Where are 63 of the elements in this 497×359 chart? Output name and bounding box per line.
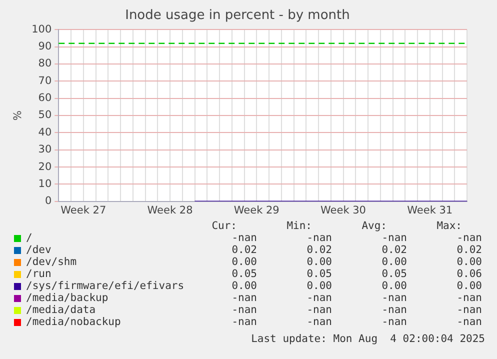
text: 0.02 xyxy=(380,244,407,256)
text: 0.00 xyxy=(230,280,257,292)
text: -nan xyxy=(456,304,482,316)
y-tick-label: 60 xyxy=(38,92,52,104)
text: -nan xyxy=(380,316,407,328)
text: 0.00 xyxy=(306,280,332,292)
text: -nan xyxy=(380,232,407,244)
y-tick-label: 20 xyxy=(38,160,52,173)
legend-label: /media/backup xyxy=(26,292,108,304)
text: 0.00 xyxy=(456,280,482,292)
text: 0.06 xyxy=(456,268,482,280)
legend-label: /dev xyxy=(26,244,52,256)
x-tick-label: Week 27 xyxy=(60,204,106,216)
text: -nan xyxy=(230,292,257,304)
text: 0.00 xyxy=(380,256,407,268)
x-tick-label: Week 28 xyxy=(147,204,193,216)
text: Min: xyxy=(286,220,312,232)
x-tick-label: Week 29 xyxy=(234,204,280,216)
text: Avg: xyxy=(360,220,387,232)
text: -nan xyxy=(306,316,332,328)
text: 0.00 xyxy=(380,280,407,292)
text: Last update: Mon Aug 4 02:00:04 2025 xyxy=(251,333,485,345)
text: -nan xyxy=(456,292,482,304)
x-tick-label: Week 30 xyxy=(320,204,366,216)
legend-label: /dev/shm xyxy=(26,256,77,268)
y-tick-label: 0 xyxy=(44,195,52,208)
legend-label: /media/data xyxy=(26,304,96,316)
text: 0.00 xyxy=(230,256,257,268)
text: -nan xyxy=(380,304,407,316)
text: Cur: xyxy=(210,220,237,232)
text: 0.05 xyxy=(230,268,257,280)
text: -nan xyxy=(230,304,257,316)
text: -nan xyxy=(230,232,257,244)
chart-title: Inode usage in percent - by month xyxy=(125,8,350,24)
text: -nan xyxy=(306,232,332,244)
text: 0.02 xyxy=(230,244,257,256)
text: 0.00 xyxy=(456,256,482,268)
y-tick-label: 10 xyxy=(38,178,52,190)
legend-label: / xyxy=(26,232,32,244)
text: -nan xyxy=(230,316,257,328)
legend-label: /sys/firmware/efi/efivars xyxy=(26,280,184,292)
legend-label: /media/nobackup xyxy=(26,316,121,328)
text: -nan xyxy=(380,292,407,304)
y-tick-label: 50 xyxy=(38,109,52,122)
y-tick-label: 100 xyxy=(32,23,52,36)
text: Max: xyxy=(436,220,462,232)
text: 0.05 xyxy=(380,268,407,280)
text: -nan xyxy=(456,232,482,244)
text: 0.02 xyxy=(456,244,482,256)
legend-label: /run xyxy=(26,268,52,280)
x-tick-label: Week 31 xyxy=(407,204,453,216)
y-tick-label: 80 xyxy=(38,58,52,70)
y-tick-label: 30 xyxy=(38,144,52,156)
y-tick-label: 90 xyxy=(38,40,52,53)
text: -nan xyxy=(456,316,482,328)
y-axis-title: % xyxy=(12,110,24,120)
text: -nan xyxy=(306,292,332,304)
y-tick-label: 40 xyxy=(38,126,52,138)
text: 0.05 xyxy=(306,268,332,280)
text: 0.00 xyxy=(306,256,332,268)
text: -nan xyxy=(306,304,332,316)
text: 0.02 xyxy=(306,244,332,256)
y-tick-label: 70 xyxy=(38,74,52,87)
